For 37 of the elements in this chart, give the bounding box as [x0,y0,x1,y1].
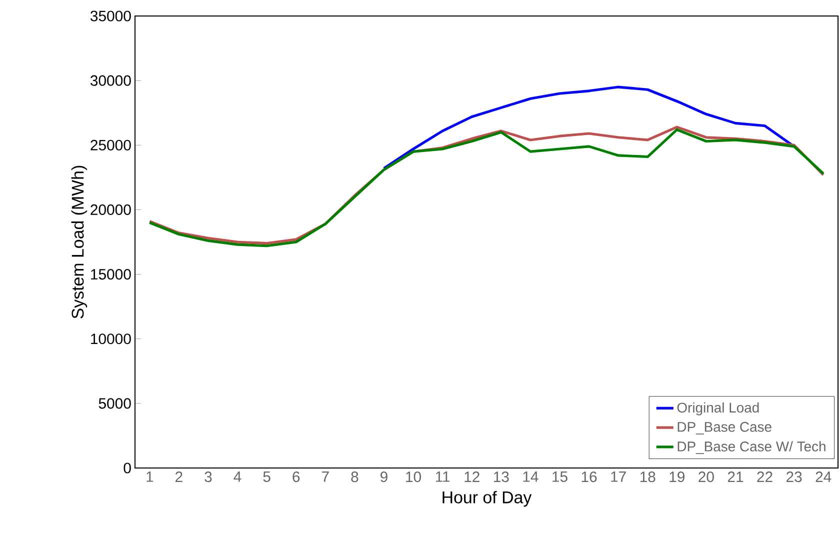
legend-label: DP_Base Case W/ Tech [678,441,826,454]
x-tick-label: 3 [204,472,212,482]
x-tick-label: 11 [436,472,450,482]
x-tick-label: 14 [523,472,538,482]
y-axis-title: System Load (MWh) [71,166,88,318]
x-tick-label: 8 [351,472,358,482]
x-tick-label: 2 [176,472,182,482]
x-tick-label: 20 [698,472,714,482]
y-tick-label: 10000 [91,334,131,344]
x-tick-label: 21 [728,472,744,482]
x-tick-label: 10 [406,472,421,482]
y-tick-label: 25000 [90,140,131,150]
x-tick-label: 22 [757,472,772,482]
x-tick-label: 24 [816,472,832,482]
x-tick-label: 9 [380,472,388,482]
x-tick-label: 18 [640,472,656,482]
y-tick-label: 0 [124,462,131,474]
y-tick-label: 20000 [90,204,131,215]
x-tick-label: 15 [552,472,568,482]
y-tick-label: 30000 [90,75,131,86]
x-tick-label: 17 [611,472,626,482]
legend-label: Original Load [677,402,759,416]
x-tick-label: 1 [146,472,154,482]
x-tick-label: 4 [234,472,242,482]
y-tick-label: 35000 [90,10,131,22]
y-tick-label: 15000 [91,268,131,280]
x-axis-title: Hour of Day [442,490,532,507]
x-tick-label: 23 [786,472,802,482]
x-tick-label: 13 [494,472,509,482]
x-tick-label: 7 [322,472,329,482]
legend-label: DP_Base Case [678,422,772,434]
x-tick-label: 19 [670,472,684,482]
x-tick-label: 5 [263,472,270,482]
x-tick-label: 6 [292,472,300,482]
x-tick-label: 16 [582,472,597,482]
x-tick-label: 12 [464,472,480,482]
y-tick-label: 5000 [98,398,131,409]
